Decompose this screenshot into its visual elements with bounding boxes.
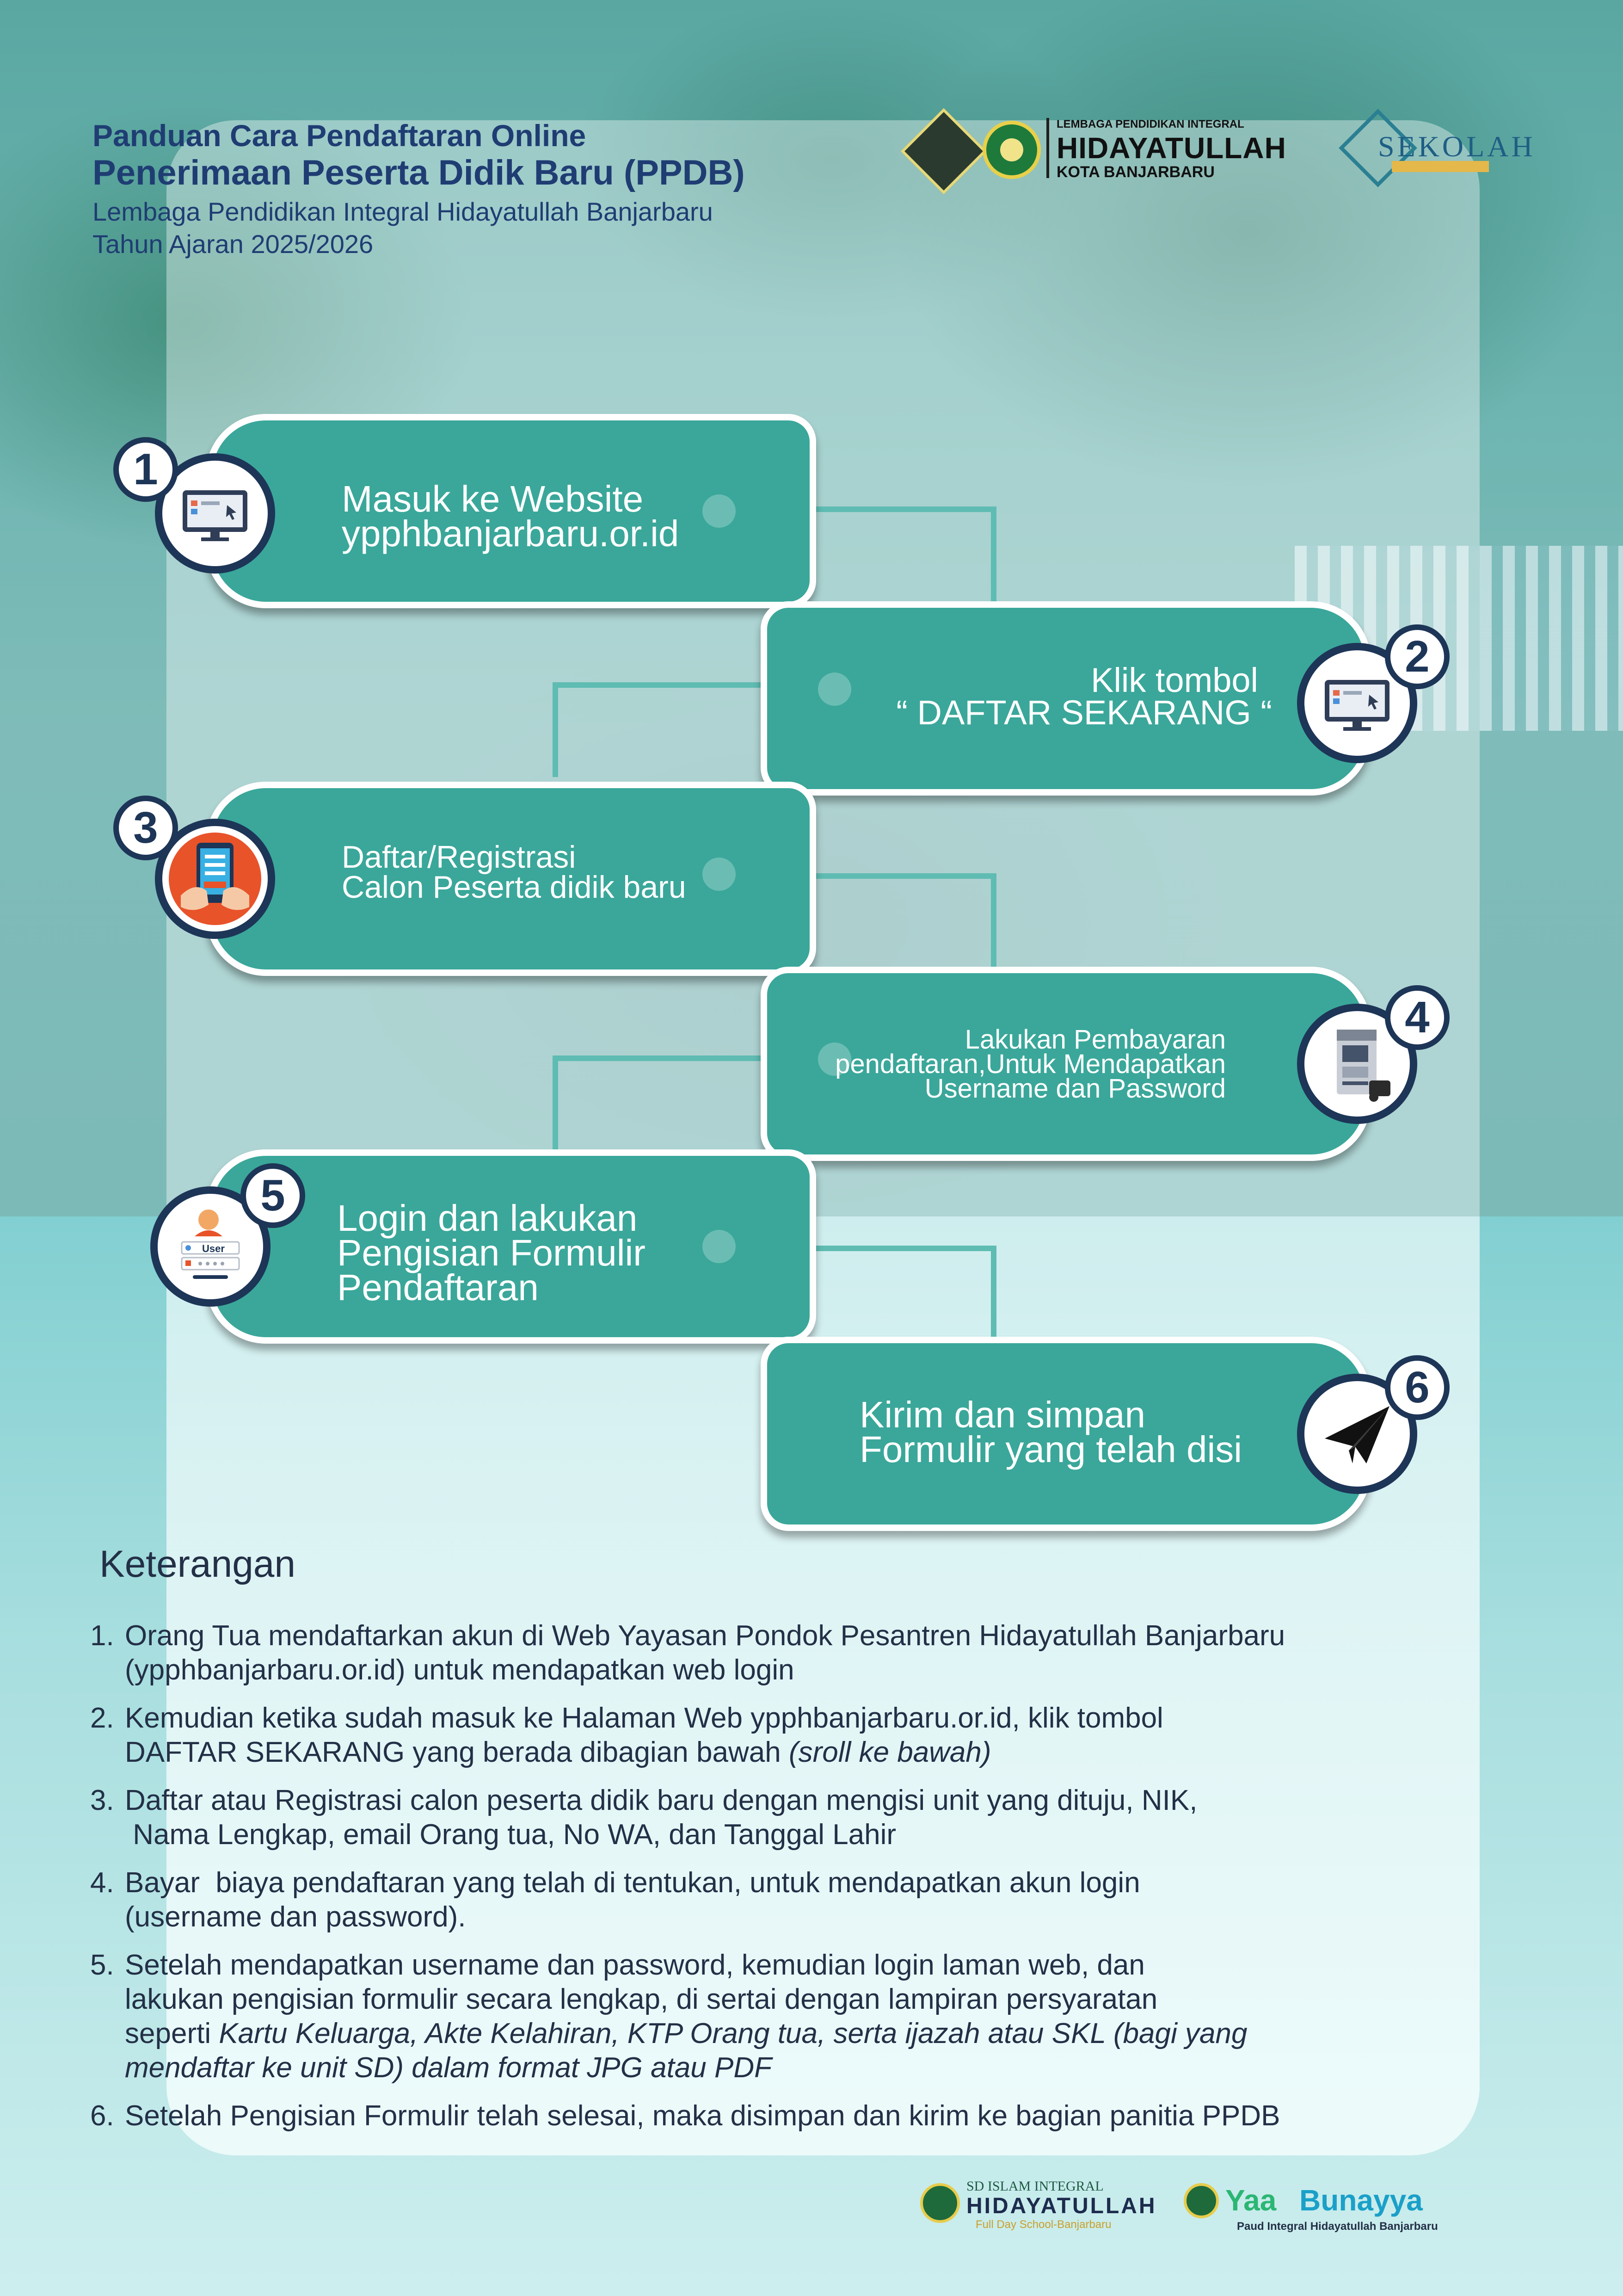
- keterangan-item-number: 1.: [90, 1620, 114, 1652]
- step-2-box: Klik tombol “ DAFTAR SEKARANG “: [761, 601, 1371, 796]
- emblem-badge-icon: [1184, 2183, 1219, 2218]
- step-1-line2: ypphbanjarbaru.or.id: [342, 513, 679, 554]
- keterangan-item-text: Daftar atau Registrasi calon peserta did…: [125, 1784, 1198, 1816]
- step-2-number: 2: [1385, 624, 1450, 689]
- footer-logo1-big: HIDAYATULLAH: [966, 2194, 1157, 2218]
- keterangan-item-text: DAFTAR SEKARANG yang berada dibagian baw…: [125, 1736, 789, 1768]
- step-5-box: Login dan lakukan Pengisian Formulir Pen…: [206, 1149, 816, 1344]
- connector-5-6-v: [991, 1246, 996, 1340]
- step-5-line3: Pendaftaran: [337, 1267, 539, 1308]
- header-title-line1: Panduan Cara Pendaftaran Online: [92, 118, 586, 153]
- keterangan-item-text: Setelah Pengisian Formulir telah selesai…: [125, 2100, 1280, 2132]
- keterangan-item-1: 1. Orang Tua mendaftarkan akun di Web Ya…: [90, 1619, 1500, 1687]
- keterangan-item-number: 6.: [90, 2100, 114, 2132]
- step-4-line3: Username dan Password: [924, 1074, 1226, 1104]
- footer-logo1-sub: Full Day School-Banjarbaru: [976, 2218, 1112, 2231]
- connector-3-4-v: [991, 873, 996, 968]
- keterangan-item-text: Orang Tua mendaftarkan akun di Web Yayas…: [125, 1620, 1285, 1652]
- keterangan-item-6: 6. Setelah Pengisian Formulir telah sele…: [90, 2099, 1500, 2133]
- keterangan-item-text: (username dan password).: [125, 1901, 466, 1933]
- logo-divider: [1046, 118, 1049, 178]
- keterangan-item-italic: mendaftar ke unit SD) dalam format JPG a…: [125, 2052, 772, 2084]
- header-subtitle-line1: Lembaga Pendidikan Integral Hidayatullah…: [92, 197, 713, 226]
- step-2-line1: Klik tombol: [1091, 661, 1258, 699]
- step-5-number: 5: [240, 1163, 305, 1228]
- keterangan-item-italic: Kartu Keluarga, Akte Kelahiran, KTP Oran…: [219, 2018, 1248, 2049]
- step-3-dot: [702, 858, 736, 891]
- keterangan-list: 1. Orang Tua mendaftarkan akun di Web Ya…: [90, 1619, 1500, 2147]
- computer-icon: [1325, 680, 1389, 731]
- step-1-number: 1: [113, 437, 178, 502]
- keterangan-item-text: Kemudian ketika sudah masuk ke Halaman W…: [125, 1702, 1163, 1734]
- step-2-dot: [818, 673, 851, 706]
- keterangan-item-text: seperti: [125, 2018, 219, 2049]
- step-6-number: 6: [1385, 1355, 1450, 1420]
- footer-logo2-bunayya: Bunayya: [1299, 2184, 1423, 2217]
- step-1-line1: Masuk ke Website: [342, 478, 644, 519]
- step-6-box: Kirim dan simpan Formulir yang telah dis…: [761, 1337, 1371, 1531]
- footer-logo2-yaa: Yaa: [1225, 2184, 1277, 2217]
- step-6-line1: Kirim dan simpan: [860, 1394, 1146, 1435]
- step-5-dot: [702, 1230, 736, 1263]
- step-4-number: 4: [1385, 985, 1450, 1050]
- computer-icon: [183, 490, 247, 541]
- step-1-dot: [702, 494, 736, 528]
- step-4-box: Lakukan Pembayaran pendaftaran,Untuk Men…: [761, 967, 1371, 1161]
- keterangan-title: Keterangan: [99, 1543, 296, 1585]
- header-title-line2: Penerimaan Peserta Didik Baru (PPDB): [92, 153, 745, 192]
- connector-2-3-v: [553, 682, 558, 777]
- keterangan-item-italic: (sroll ke bawah): [788, 1736, 991, 1768]
- footer-logo1-top: SD ISLAM INTEGRAL: [966, 2179, 1104, 2194]
- sd-islam-integral-logo: SD ISLAM INTEGRAL HIDAYATULLAH Full Day …: [920, 2179, 1170, 2231]
- mosque-badge-icon: [900, 108, 987, 195]
- keterangan-item-4: 4. Bayar biaya pendaftaran yang telah di…: [90, 1866, 1500, 1934]
- sekolah-logo-text: SEKOLAH: [1378, 130, 1536, 163]
- emblem-badge-icon: [920, 2183, 960, 2223]
- header-subtitle-line2: Tahun Ajaran 2025/2026: [92, 229, 374, 259]
- user-label: User: [202, 1243, 225, 1254]
- keterangan-item-text: Nama Lengkap, email Orang tua, No WA, da…: [125, 1819, 897, 1851]
- step-3-number: 3: [113, 796, 178, 860]
- keterangan-item-3: 3. Daftar atau Registrasi calon peserta …: [90, 1784, 1500, 1852]
- tablet-register-icon: [169, 833, 261, 925]
- atm-icon: [1337, 1030, 1390, 1102]
- keterangan-item-number: 4.: [90, 1867, 114, 1899]
- step-2-line2: “ DAFTAR SEKARANG “: [896, 693, 1272, 732]
- paper-plane-icon: [1325, 1406, 1389, 1463]
- step-3-line1: Daftar/Registrasi: [342, 839, 576, 875]
- yaa-bunayya-logo: Yaa Bunayya Paud Integral Hidayatullah B…: [1184, 2183, 1443, 2234]
- connector-4-5-v: [553, 1055, 558, 1150]
- step-5-line1: Login dan lakukan: [337, 1197, 638, 1239]
- step-5-line2: Pengisian Formulir: [337, 1232, 646, 1273]
- keterangan-item-number: 5.: [90, 1949, 114, 1981]
- keterangan-item-2: 2. Kemudian ketika sudah masuk ke Halama…: [90, 1701, 1500, 1770]
- step-3-line2: Calon Peserta didik baru: [342, 870, 686, 905]
- keterangan-item-text: Bayar biaya pendaftaran yang telah di te…: [125, 1867, 1140, 1899]
- keterangan-item-text: lakukan pengisian formulir secara lengka…: [125, 1983, 1158, 2015]
- step-6-line2: Formulir yang telah disi: [860, 1429, 1242, 1470]
- emblem-badge-icon: [983, 121, 1041, 179]
- footer-logo2-sub: Paud Integral Hidayatullah Banjarbaru: [1237, 2220, 1438, 2233]
- connector-1-2-v: [991, 506, 996, 601]
- sekolah-logo: SEKOLAH: [1339, 109, 1536, 187]
- logo-small-text: LEMBAGA PENDIDIKAN INTEGRAL: [1057, 118, 1244, 130]
- step-4-line2: pendaftaran,Untuk Mendapatkan: [835, 1049, 1226, 1079]
- logo-big-text: HIDAYATULLAH: [1057, 131, 1286, 165]
- step-1-box: Masuk ke Website ypphbanjarbaru.or.id: [206, 414, 816, 608]
- hidayatullah-logo: LEMBAGA PENDIDIKAN INTEGRAL HIDAYATULLAH…: [900, 108, 1320, 195]
- keterangan-item-text: Setelah mendapatkan username dan passwor…: [125, 1949, 1145, 1981]
- keterangan-item-number: 3.: [90, 1784, 114, 1816]
- user-login-icon: User: [181, 1210, 240, 1279]
- step-4-line1: Lakukan Pembayaran: [965, 1025, 1226, 1055]
- sekolah-logo-bar: [1392, 161, 1489, 172]
- logo-sub-text: KOTA BANJARBARU: [1057, 163, 1215, 181]
- keterangan-item-number: 2.: [90, 1702, 114, 1734]
- keterangan-item-5: 5. Setelah mendapatkan username dan pass…: [90, 1948, 1500, 2085]
- keterangan-item-text: (ypphbanjarbaru.or.id) untuk mendapatkan…: [125, 1654, 794, 1686]
- step-3-box: Daftar/Registrasi Calon Peserta didik ba…: [206, 782, 816, 976]
- step-4-dot: [818, 1043, 851, 1076]
